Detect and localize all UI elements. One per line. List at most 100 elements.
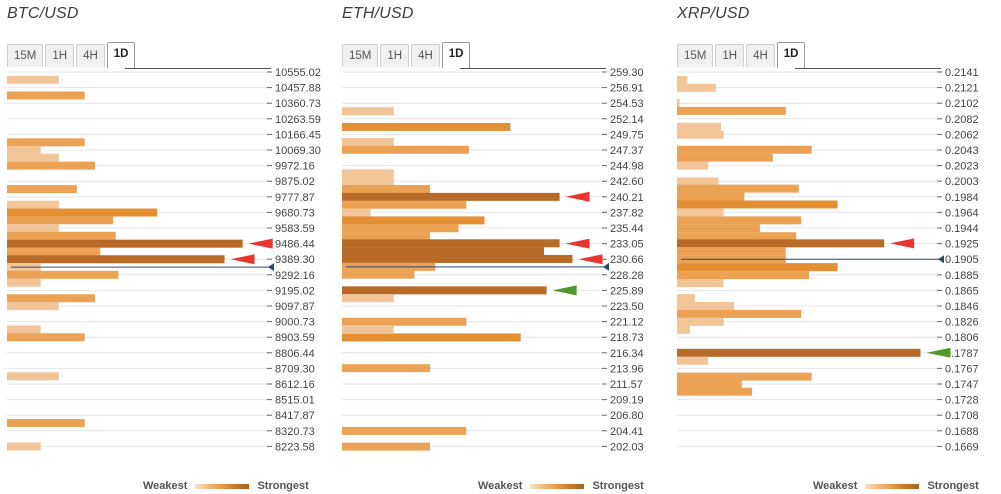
confluence-bar: [677, 263, 838, 272]
confluence-bar: [7, 302, 59, 311]
confluence-bar: [7, 208, 158, 217]
tab-1d[interactable]: 1D: [441, 42, 471, 68]
price-tick-label: 223.50: [610, 301, 644, 313]
legend-weakest: Weakest: [478, 480, 523, 492]
tab-1d[interactable]: 1D: [776, 42, 806, 68]
price-tick-label: 9680.73: [275, 207, 315, 219]
buy-arrow: [552, 285, 577, 296]
eth-confluence-chart: 259.30 256.91 254.53 252.14 249.75 247.37 244.…: [342, 67, 644, 453]
current-price-marker: [938, 255, 944, 264]
price-tick-label: 0.1846: [945, 301, 979, 313]
price-tick-label: 0.1787: [945, 348, 979, 360]
confluence-bar: [677, 145, 812, 154]
price-tick-label: 0.1925: [945, 239, 979, 251]
confluence-bar: [342, 232, 431, 241]
price-tick-label: 0.2043: [945, 145, 979, 157]
confluence-bar: [677, 192, 745, 201]
confluence-bar: [342, 145, 469, 154]
tab-4h[interactable]: 4H: [746, 44, 775, 67]
confluence-bar: [7, 138, 85, 147]
confluence-bar: [342, 442, 431, 451]
sell-arrow: [565, 238, 590, 249]
price-tick-label: 9000.73: [275, 317, 315, 329]
confluence-bar: [342, 317, 467, 326]
price-tick-label: 0.2082: [945, 114, 979, 126]
tab-15m[interactable]: 15M: [677, 44, 714, 67]
confluence-bar: [7, 442, 41, 451]
confluence-bar: [7, 239, 243, 248]
price-tick-label: 237.82: [610, 207, 644, 219]
strength-legend: Weakest Strongest: [813, 478, 979, 494]
tab-1h[interactable]: 1H: [45, 44, 75, 67]
confluence-bar: [7, 224, 59, 233]
price-tick-label: 9486.44: [275, 239, 315, 251]
price-tick-label: 211.57: [610, 379, 643, 391]
price-tick-label: 0.1865: [945, 285, 979, 297]
btc-panel: BTC/USD 10555.02 10457.88 10360.73 10263.59…: [0, 0, 325, 494]
confluence-bar: [677, 224, 760, 233]
tab-underline: [795, 68, 941, 69]
confluence-bar: [677, 309, 802, 318]
confluence-bar: [677, 317, 724, 326]
btc-confluence-chart: 10555.02 10457.88 10360.73 10263.59 10166.45…: [7, 67, 321, 453]
price-tick-label: 240.21: [610, 192, 644, 204]
confluence-bar: [677, 294, 696, 303]
tab-15m[interactable]: 15M: [342, 44, 379, 67]
sell-arrow: [890, 238, 915, 249]
confluence-bar: [677, 122, 722, 131]
confluence-bar: [677, 278, 724, 287]
strength-legend: Weakest Strongest: [143, 478, 309, 494]
confluence-bar: [677, 239, 885, 248]
confluence-bar: [342, 137, 394, 146]
confluence-bar: [342, 224, 459, 233]
price-tick-label: 0.2141: [945, 67, 979, 79]
price-tick-label: 209.19: [610, 395, 644, 407]
confluence-bar: [677, 177, 719, 186]
price-tick-label: 204.41: [610, 426, 644, 438]
price-tick-label: 0.1708: [945, 410, 979, 422]
confluence-bar: [677, 83, 716, 92]
confluence-bar: [7, 185, 77, 194]
tab-underline: [460, 68, 606, 69]
confluence-bar: [342, 122, 511, 131]
tab-1h[interactable]: 1H: [380, 44, 410, 67]
price-tick-label: 202.03: [610, 441, 644, 453]
confluence-bar: [342, 192, 560, 201]
panel-title: XRP/USD: [677, 5, 750, 22]
price-tick-label: 0.2003: [945, 176, 979, 188]
legend-gradient: [195, 483, 250, 489]
timeframe-tabs: 15M 1H 4H 1D: [342, 42, 472, 68]
tab-4h[interactable]: 4H: [76, 44, 105, 67]
price-tick-label: 9097.87: [275, 301, 315, 313]
price-tick-label: 235.44: [610, 223, 644, 235]
xrp-confluence-chart: 0.2141 0.2121 0.2102 0.2082 0.2062 0.2043 0.20…: [677, 67, 979, 453]
price-tick-label: 0.1984: [945, 192, 979, 204]
price-tick-label: 252.14: [610, 114, 644, 126]
confluence-bar: [677, 380, 742, 389]
price-tick-label: 9195.02: [275, 285, 315, 297]
price-tick-label: 213.96: [610, 363, 644, 375]
price-tick-label: 0.1905: [945, 254, 979, 266]
legend-weakest: Weakest: [813, 480, 858, 492]
price-tick-label: 9777.87: [275, 192, 315, 204]
price-tick-label: 0.1688: [945, 426, 979, 438]
price-tick-label: 10263.59: [275, 114, 321, 126]
price-tick-label: 206.80: [610, 410, 644, 422]
price-tick-label: 254.53: [610, 98, 644, 110]
tab-4h[interactable]: 4H: [411, 44, 440, 67]
price-tick-label: 9389.30: [275, 254, 315, 266]
legend-gradient: [530, 483, 585, 489]
tab-1d[interactable]: 1D: [106, 42, 136, 68]
confluence-bar: [7, 91, 85, 100]
confluence-bar: [677, 106, 786, 115]
price-tick-label: 10069.30: [275, 145, 321, 157]
confluence-bar: [342, 169, 394, 178]
price-tick-label: 244.98: [610, 161, 644, 173]
confluence-bar: [342, 185, 431, 194]
tab-1h[interactable]: 1H: [715, 44, 745, 67]
price-tick-label: 0.2062: [945, 129, 979, 141]
tab-15m[interactable]: 15M: [7, 44, 44, 67]
confluence-bar: [677, 356, 709, 365]
price-tick-label: 9292.16: [275, 270, 315, 282]
confluence-bar: [677, 302, 734, 310]
